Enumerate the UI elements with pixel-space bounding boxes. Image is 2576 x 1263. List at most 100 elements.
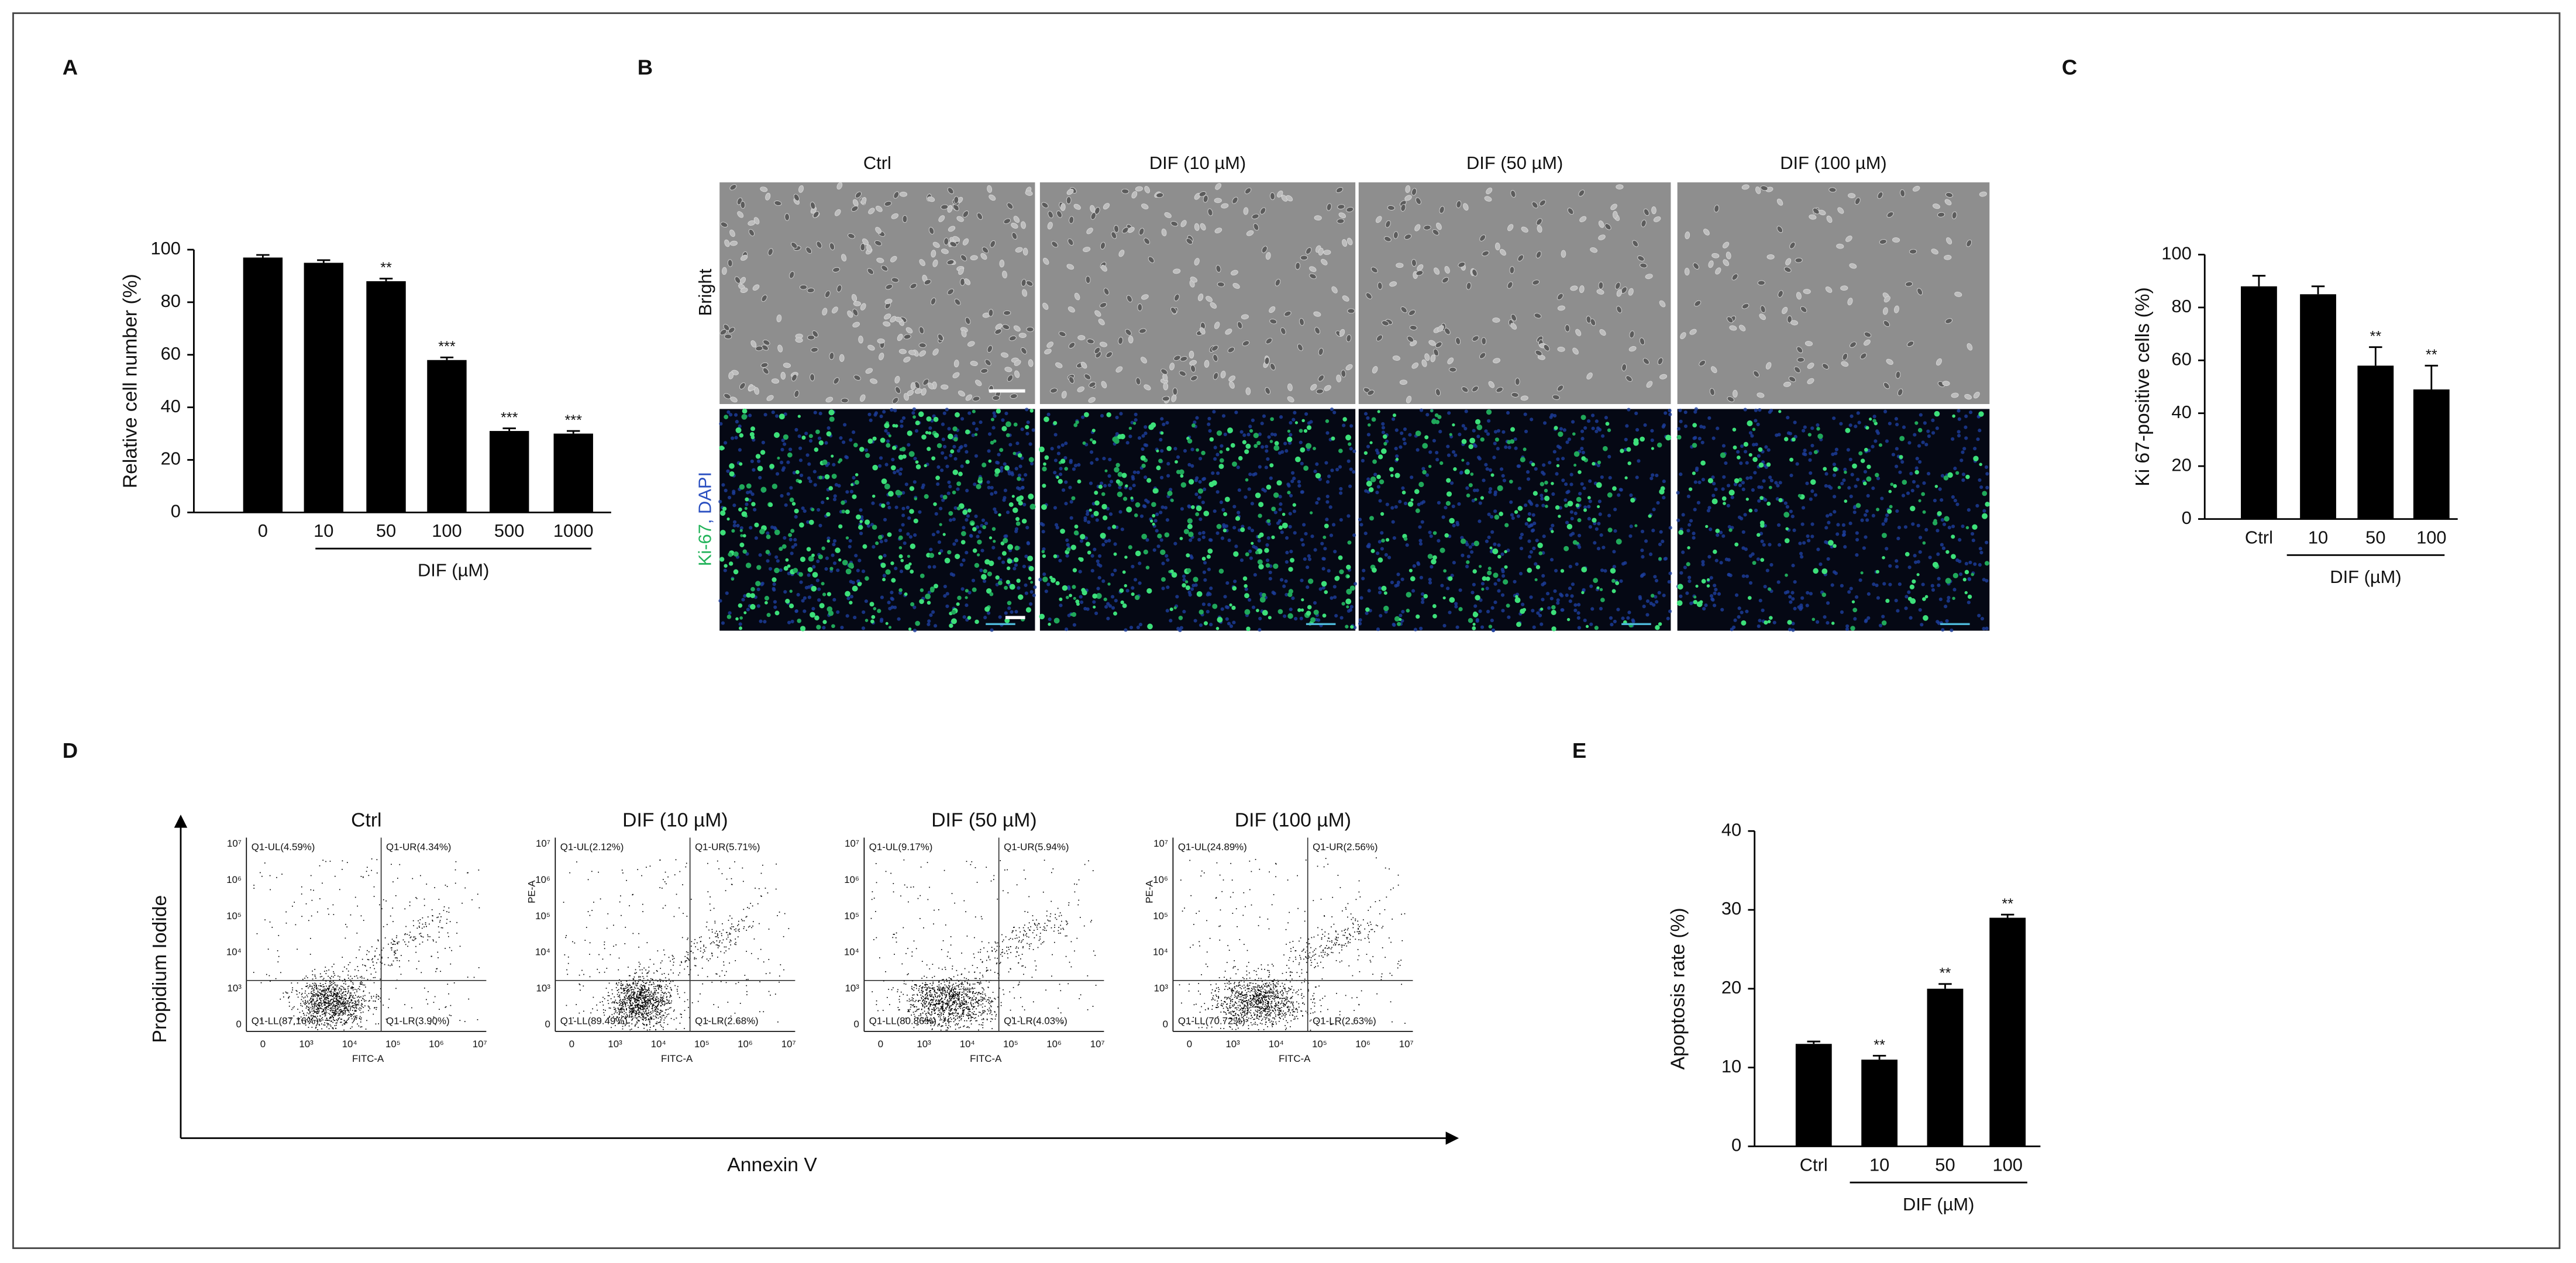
dapi-nucleus (1480, 582, 1485, 586)
error-bar (2369, 346, 2382, 366)
event-dot (309, 999, 310, 1001)
dapi-nucleus (1928, 555, 1932, 560)
dapi-nucleus (1428, 530, 1432, 534)
dapi-nucleus (813, 483, 817, 487)
ki67-nucleus (1945, 578, 1951, 584)
ki67-nucleus (994, 468, 1001, 474)
dapi-nucleus (1894, 599, 1898, 603)
event-dot (368, 951, 370, 953)
dapi-nucleus (826, 536, 831, 540)
cell (805, 247, 812, 254)
y-tick-label: 10 (1721, 1056, 1741, 1076)
dapi-nucleus (1452, 561, 1456, 565)
dapi-nucleus (1401, 609, 1405, 614)
dapi-nucleus (1250, 529, 1255, 533)
ki67-nucleus (1833, 467, 1838, 472)
dapi-nucleus (1237, 488, 1241, 492)
event-dot (364, 995, 366, 996)
dapi-nucleus (1005, 510, 1010, 515)
dapi-nucleus (1361, 458, 1365, 463)
event-dot (338, 1004, 339, 1006)
dapi-nucleus (1597, 427, 1602, 432)
dapi-nucleus (724, 441, 728, 445)
ki67-nucleus (1862, 481, 1867, 486)
event-dot (329, 977, 330, 978)
dapi-nucleus (963, 443, 967, 448)
ki67-nucleus (1268, 616, 1272, 620)
cell (895, 387, 901, 394)
dapi-nucleus (1278, 495, 1282, 499)
event-dot (348, 998, 350, 999)
ki67-nucleus (1612, 486, 1617, 491)
cell (1211, 345, 1219, 351)
cell (1186, 238, 1193, 245)
significance: *** (501, 409, 518, 426)
dapi-nucleus (1676, 518, 1680, 522)
dapi-nucleus (1473, 604, 1478, 608)
dapi-nucleus (1485, 586, 1489, 591)
dapi-nucleus (1207, 416, 1211, 421)
dapi-nucleus (887, 505, 891, 510)
dapi-nucleus (1125, 441, 1129, 445)
event-dot (301, 999, 302, 1000)
ki67-nucleus (1887, 509, 1892, 514)
dapi-nucleus (1069, 458, 1073, 463)
dapi-nucleus (1325, 517, 1329, 522)
dapi-nucleus (1029, 461, 1034, 466)
event-dot (331, 1010, 333, 1012)
dapi-nucleus (1293, 410, 1297, 415)
event-dot (453, 982, 455, 984)
dapi-nucleus (1967, 508, 1971, 512)
ki67-nucleus (742, 408, 748, 414)
event-dot (348, 1017, 350, 1019)
event-dot (395, 957, 396, 959)
dapi-nucleus (959, 563, 963, 567)
cell (858, 336, 863, 344)
dapi-nucleus (1961, 524, 1965, 529)
ki67-nucleus (1240, 527, 1245, 533)
dapi-nucleus (1391, 417, 1396, 421)
ki67-nucleus (1273, 492, 1279, 498)
dapi-nucleus (1024, 591, 1028, 595)
dapi-nucleus (1507, 446, 1511, 450)
dapi-nucleus (1138, 581, 1142, 585)
dapi-nucleus (1213, 457, 1217, 461)
dapi-nucleus (1878, 623, 1883, 627)
ki67-nucleus (1196, 591, 1203, 597)
dapi-nucleus (1234, 544, 1238, 548)
dapi-nucleus (1576, 611, 1580, 615)
ki67-nucleus (735, 427, 742, 433)
ki67-nucleus (1514, 597, 1521, 603)
dapi-nucleus (1589, 584, 1593, 588)
event-dot (335, 984, 337, 986)
event-dot (325, 1019, 326, 1021)
dapi-nucleus (1609, 616, 1613, 620)
ki67-nucleus (745, 497, 749, 502)
event-dot (408, 941, 409, 943)
dapi-nucleus (1507, 615, 1511, 619)
event-dot (427, 934, 429, 936)
ki67-nucleus (1395, 457, 1399, 461)
dapi-nucleus (1160, 475, 1164, 479)
event-dot (331, 989, 333, 990)
ki67-nucleus (790, 529, 795, 533)
event-dot (396, 957, 398, 958)
event-dot (350, 995, 351, 996)
cell (1025, 190, 1033, 196)
dapi-nucleus (939, 549, 943, 553)
dapi-nucleus (1854, 425, 1858, 429)
ki67-nucleus (1188, 479, 1194, 485)
ki67-nucleus (1921, 492, 1926, 496)
event-dot (327, 988, 328, 989)
ki67-nucleus (1858, 451, 1863, 455)
dapi-nucleus (1826, 557, 1830, 561)
dapi-nucleus (839, 436, 843, 440)
ki67-nucleus (1706, 584, 1710, 588)
event-dot (316, 998, 318, 999)
dapi-nucleus (1375, 491, 1379, 495)
ki67-nucleus (1015, 521, 1021, 526)
event-dot (371, 858, 373, 860)
dapi-nucleus (1215, 453, 1220, 457)
dapi-nucleus (1182, 609, 1186, 614)
dapi-nucleus (1470, 591, 1475, 595)
